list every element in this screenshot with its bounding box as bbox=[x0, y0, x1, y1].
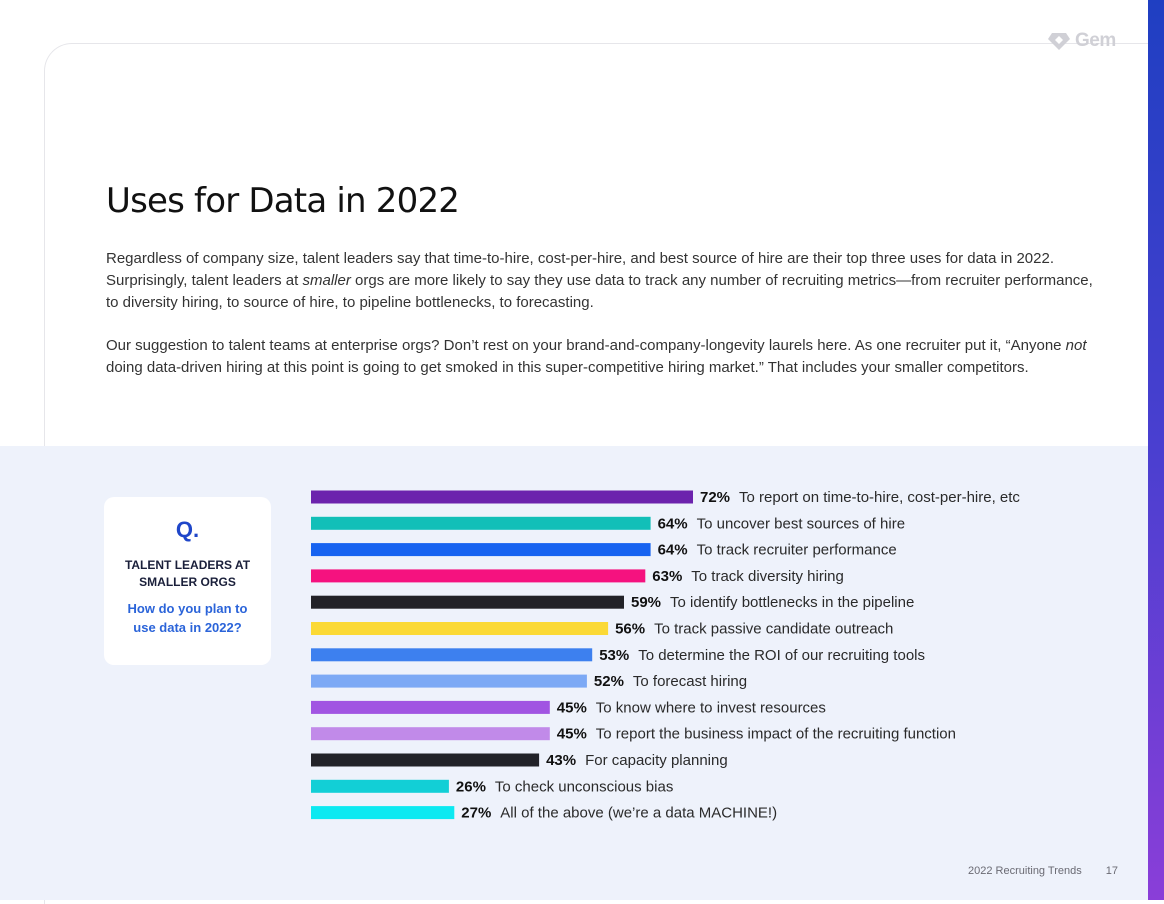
bar-value-label: 43% bbox=[546, 752, 576, 769]
bar-category-label: To determine the ROI of our recruiting t… bbox=[638, 647, 925, 664]
bar bbox=[311, 622, 609, 635]
footer: 2022 Recruiting Trends 17 bbox=[968, 865, 1118, 877]
bar bbox=[311, 779, 449, 793]
bar-category-label: For capacity planning bbox=[585, 752, 728, 769]
bar-value-label: 45% bbox=[557, 699, 587, 716]
logo-text: Gem bbox=[1075, 30, 1116, 51]
gem-icon bbox=[1047, 32, 1071, 51]
bar-value-label: 27% bbox=[461, 805, 491, 822]
bar bbox=[311, 569, 646, 583]
bar bbox=[311, 516, 651, 530]
paragraph-1: Regardless of company size, talent leade… bbox=[106, 250, 1093, 311]
body-text: Regardless of company size, talent leade… bbox=[106, 248, 1096, 400]
bar-category-label: To identify bottlenecks in the pipeline bbox=[670, 594, 914, 611]
bar bbox=[311, 648, 593, 662]
bar-category-label: To forecast hiring bbox=[633, 673, 747, 690]
bar-value-label: 45% bbox=[557, 726, 587, 743]
bar-category-label: To report the business impact of the rec… bbox=[596, 726, 956, 743]
bar bbox=[311, 543, 651, 557]
bar-category-label: To track recruiter performance bbox=[697, 542, 897, 559]
bar-value-label: 64% bbox=[658, 542, 688, 559]
bar-category-label: To report on time-to-hire, cost-per-hire… bbox=[739, 489, 1020, 506]
bar-category-label: To track passive candidate outreach bbox=[654, 621, 893, 638]
paragraph-2: Our suggestion to talent teams at enterp… bbox=[106, 337, 1087, 376]
question-mark: Q. bbox=[175, 517, 200, 542]
bar-category-label: All of the above (we’re a data MACHINE!) bbox=[500, 805, 777, 822]
bar-category-label: To track diversity hiring bbox=[691, 568, 844, 585]
bar bbox=[311, 727, 550, 741]
bar-value-label: 64% bbox=[658, 515, 688, 532]
footer-page-number: 17 bbox=[1105, 865, 1118, 877]
footer-report-name: 2022 Recruiting Trends bbox=[968, 865, 1082, 877]
question-card: Q. TALENT LEADERS AT SMALLER ORGS How do… bbox=[104, 497, 271, 665]
bar bbox=[311, 595, 624, 609]
bar-value-label: 53% bbox=[599, 647, 629, 664]
bar-value-label: 52% bbox=[594, 673, 624, 690]
bar bbox=[311, 753, 540, 767]
bar-category-label: To know where to invest resources bbox=[596, 699, 826, 716]
page-title: Uses for Data in 2022 bbox=[106, 181, 460, 221]
bar-category-label: To uncover best sources of hire bbox=[697, 515, 905, 532]
accent-strip bbox=[1148, 0, 1164, 900]
bar-value-label: 56% bbox=[615, 621, 645, 638]
bar bbox=[311, 674, 587, 688]
question-audience: TALENT LEADERS AT SMALLER ORGS bbox=[124, 558, 251, 589]
brand-logo: Gem bbox=[1047, 30, 1116, 52]
bar bbox=[311, 490, 693, 504]
bar bbox=[311, 806, 455, 820]
bar-value-label: 26% bbox=[456, 778, 486, 795]
bar-value-label: 72% bbox=[700, 489, 730, 506]
bar-value-label: 59% bbox=[631, 594, 661, 611]
bar bbox=[311, 700, 550, 714]
question-text: How do you plan to use data in 2022? bbox=[127, 601, 248, 635]
bar-category-label: To check unconscious bias bbox=[495, 778, 673, 795]
bar-value-label: 63% bbox=[652, 568, 682, 585]
